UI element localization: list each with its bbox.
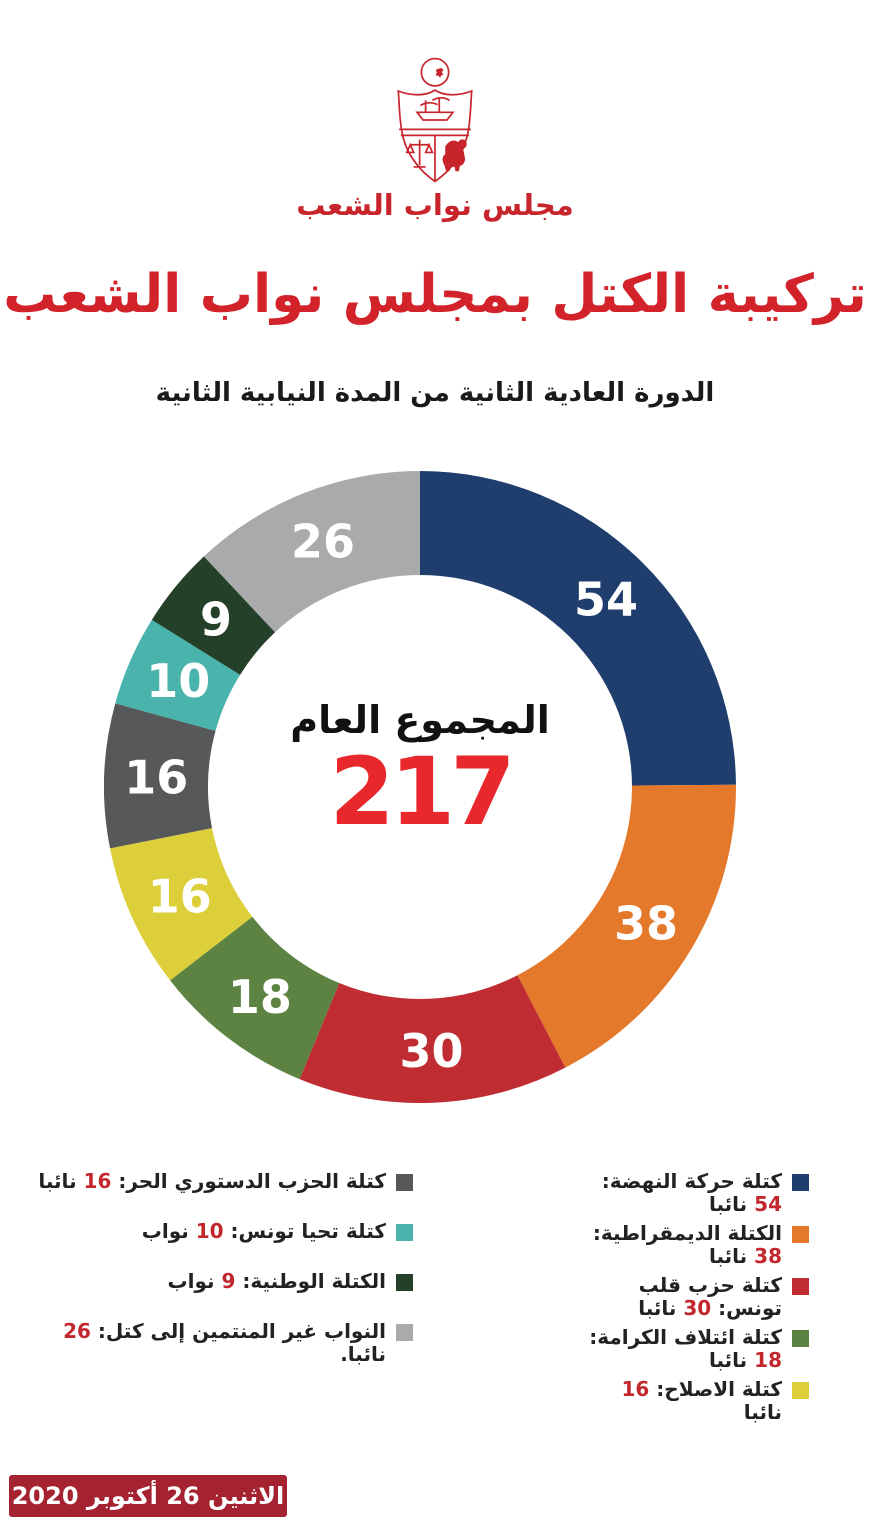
donut-segment-value-3: 18 (228, 970, 292, 1024)
total-label: المجموع العام (290, 698, 550, 742)
legend-column-right: كتلة حركة النهضة: 54 نائبا الكتلة الديمقر… (582, 1170, 809, 1430)
legend-label-4: كتلة الاصلاح: 16 نائبا (621, 1377, 782, 1424)
legend-item-7: الكتلة الوطنية: 9 نواب (11, 1270, 413, 1314)
donut-segment-value-1: 38 (614, 897, 678, 951)
legend-count-4: 16 (621, 1377, 650, 1401)
legend-swatch-7 (396, 1274, 413, 1291)
legend-count-7: 9 (221, 1269, 236, 1293)
legend-item-6: كتلة تحيا تونس: 10 نواب (11, 1220, 413, 1264)
legend-column-left: كتلة الحزب الدستوري الحر: 16 نائبا كتلة ت… (11, 1170, 413, 1372)
legend-label-7: الكتلة الوطنية: 9 نواب (167, 1269, 386, 1293)
donut-segment-value-4: 16 (148, 870, 212, 924)
coat-of-arms-icon (397, 57, 473, 183)
legend-item-4: كتلة الاصلاح: 16 نائبا (582, 1378, 809, 1424)
legend-swatch-6 (396, 1224, 413, 1241)
donut-segment-8 (203, 471, 420, 633)
legend-swatch-4 (792, 1382, 809, 1399)
donut-segment-value-6: 10 (146, 654, 210, 708)
legend-item-3: كتلة ائتلاف الكرامة: 18 نائبا (582, 1326, 809, 1372)
legend-item-8: النواب غير المنتمين إلى كتل: 26 نائبا. (11, 1320, 413, 1366)
parliament-logo: مجلس نواب الشعب (0, 56, 870, 222)
logo-caption: مجلس نواب الشعب (296, 188, 574, 222)
legend-count-3: 18 (754, 1348, 782, 1372)
legend-swatch-5 (396, 1174, 413, 1191)
donut-segment-1 (517, 784, 736, 1068)
donut-segment-2 (299, 975, 566, 1103)
legend-swatch-3 (792, 1330, 809, 1347)
legend-swatch-2 (792, 1278, 809, 1295)
donut-segment-7 (151, 556, 276, 675)
donut-chart: 54 38 30 18 16 16 10 9 26 (104, 471, 736, 1103)
donut-segment-value-8: 26 (291, 515, 355, 569)
legend-label-0: كتلة حركة النهضة: 54 نائبا (601, 1169, 782, 1216)
legend-item-5: كتلة الحزب الدستوري الحر: 16 نائبا (11, 1170, 413, 1214)
legend-label-1: الكتلة الديمقراطية: 38 نائبا (592, 1221, 782, 1268)
page-title: تركيبة الكتل بمجلس نواب الشعب (3, 264, 867, 325)
donut-segment-4 (110, 828, 253, 981)
legend-swatch-0 (792, 1174, 809, 1191)
legend-swatch-8 (396, 1324, 413, 1341)
legend-label-8: النواب غير المنتمين إلى كتل: 26 نائبا. (63, 1319, 386, 1366)
page-subtitle: الدورة العادية الثانية من المدة النيابية… (155, 378, 715, 408)
donut-segment-value-2: 30 (399, 1024, 463, 1078)
donut-segment-5 (104, 703, 216, 849)
chart-center-label: المجموع العام 217 (270, 698, 570, 840)
legend-swatch-1 (792, 1226, 809, 1243)
total-value: 217 (329, 738, 515, 847)
donut-segment-3 (170, 916, 340, 1080)
legend-label-5: كتلة الحزب الدستوري الحر: 16 نائبا (38, 1169, 386, 1193)
legend-label-6: كتلة تحيا تونس: 10 نواب (141, 1219, 386, 1243)
donut-segment-value-0: 54 (574, 573, 638, 627)
legend-label-2: كتلة حزب قلب تونس: 30 نائبا (638, 1273, 782, 1320)
legend-count-6: 10 (195, 1219, 224, 1243)
donut-segment-value-5: 16 (124, 751, 188, 805)
legend-count-8: 26 (63, 1319, 91, 1343)
date-badge: الاثنين 26 أكتوبر 2020 (9, 1475, 287, 1517)
legend-item-2: كتلة حزب قلب تونس: 30 نائبا (582, 1274, 809, 1320)
legend-count-0: 54 (754, 1192, 782, 1216)
donut-segment-0 (420, 471, 736, 786)
donut-segment-value-7: 9 (200, 593, 232, 647)
donut-segment-6 (115, 619, 241, 731)
legend-count-1: 38 (754, 1244, 782, 1268)
legend-label-3: كتلة ائتلاف الكرامة: 18 نائبا (589, 1325, 782, 1372)
legend-count-5: 16 (83, 1169, 112, 1193)
legend-item-1: الكتلة الديمقراطية: 38 نائبا (582, 1222, 809, 1268)
legend-count-2: 30 (683, 1296, 712, 1320)
legend-item-0: كتلة حركة النهضة: 54 نائبا (582, 1170, 809, 1216)
